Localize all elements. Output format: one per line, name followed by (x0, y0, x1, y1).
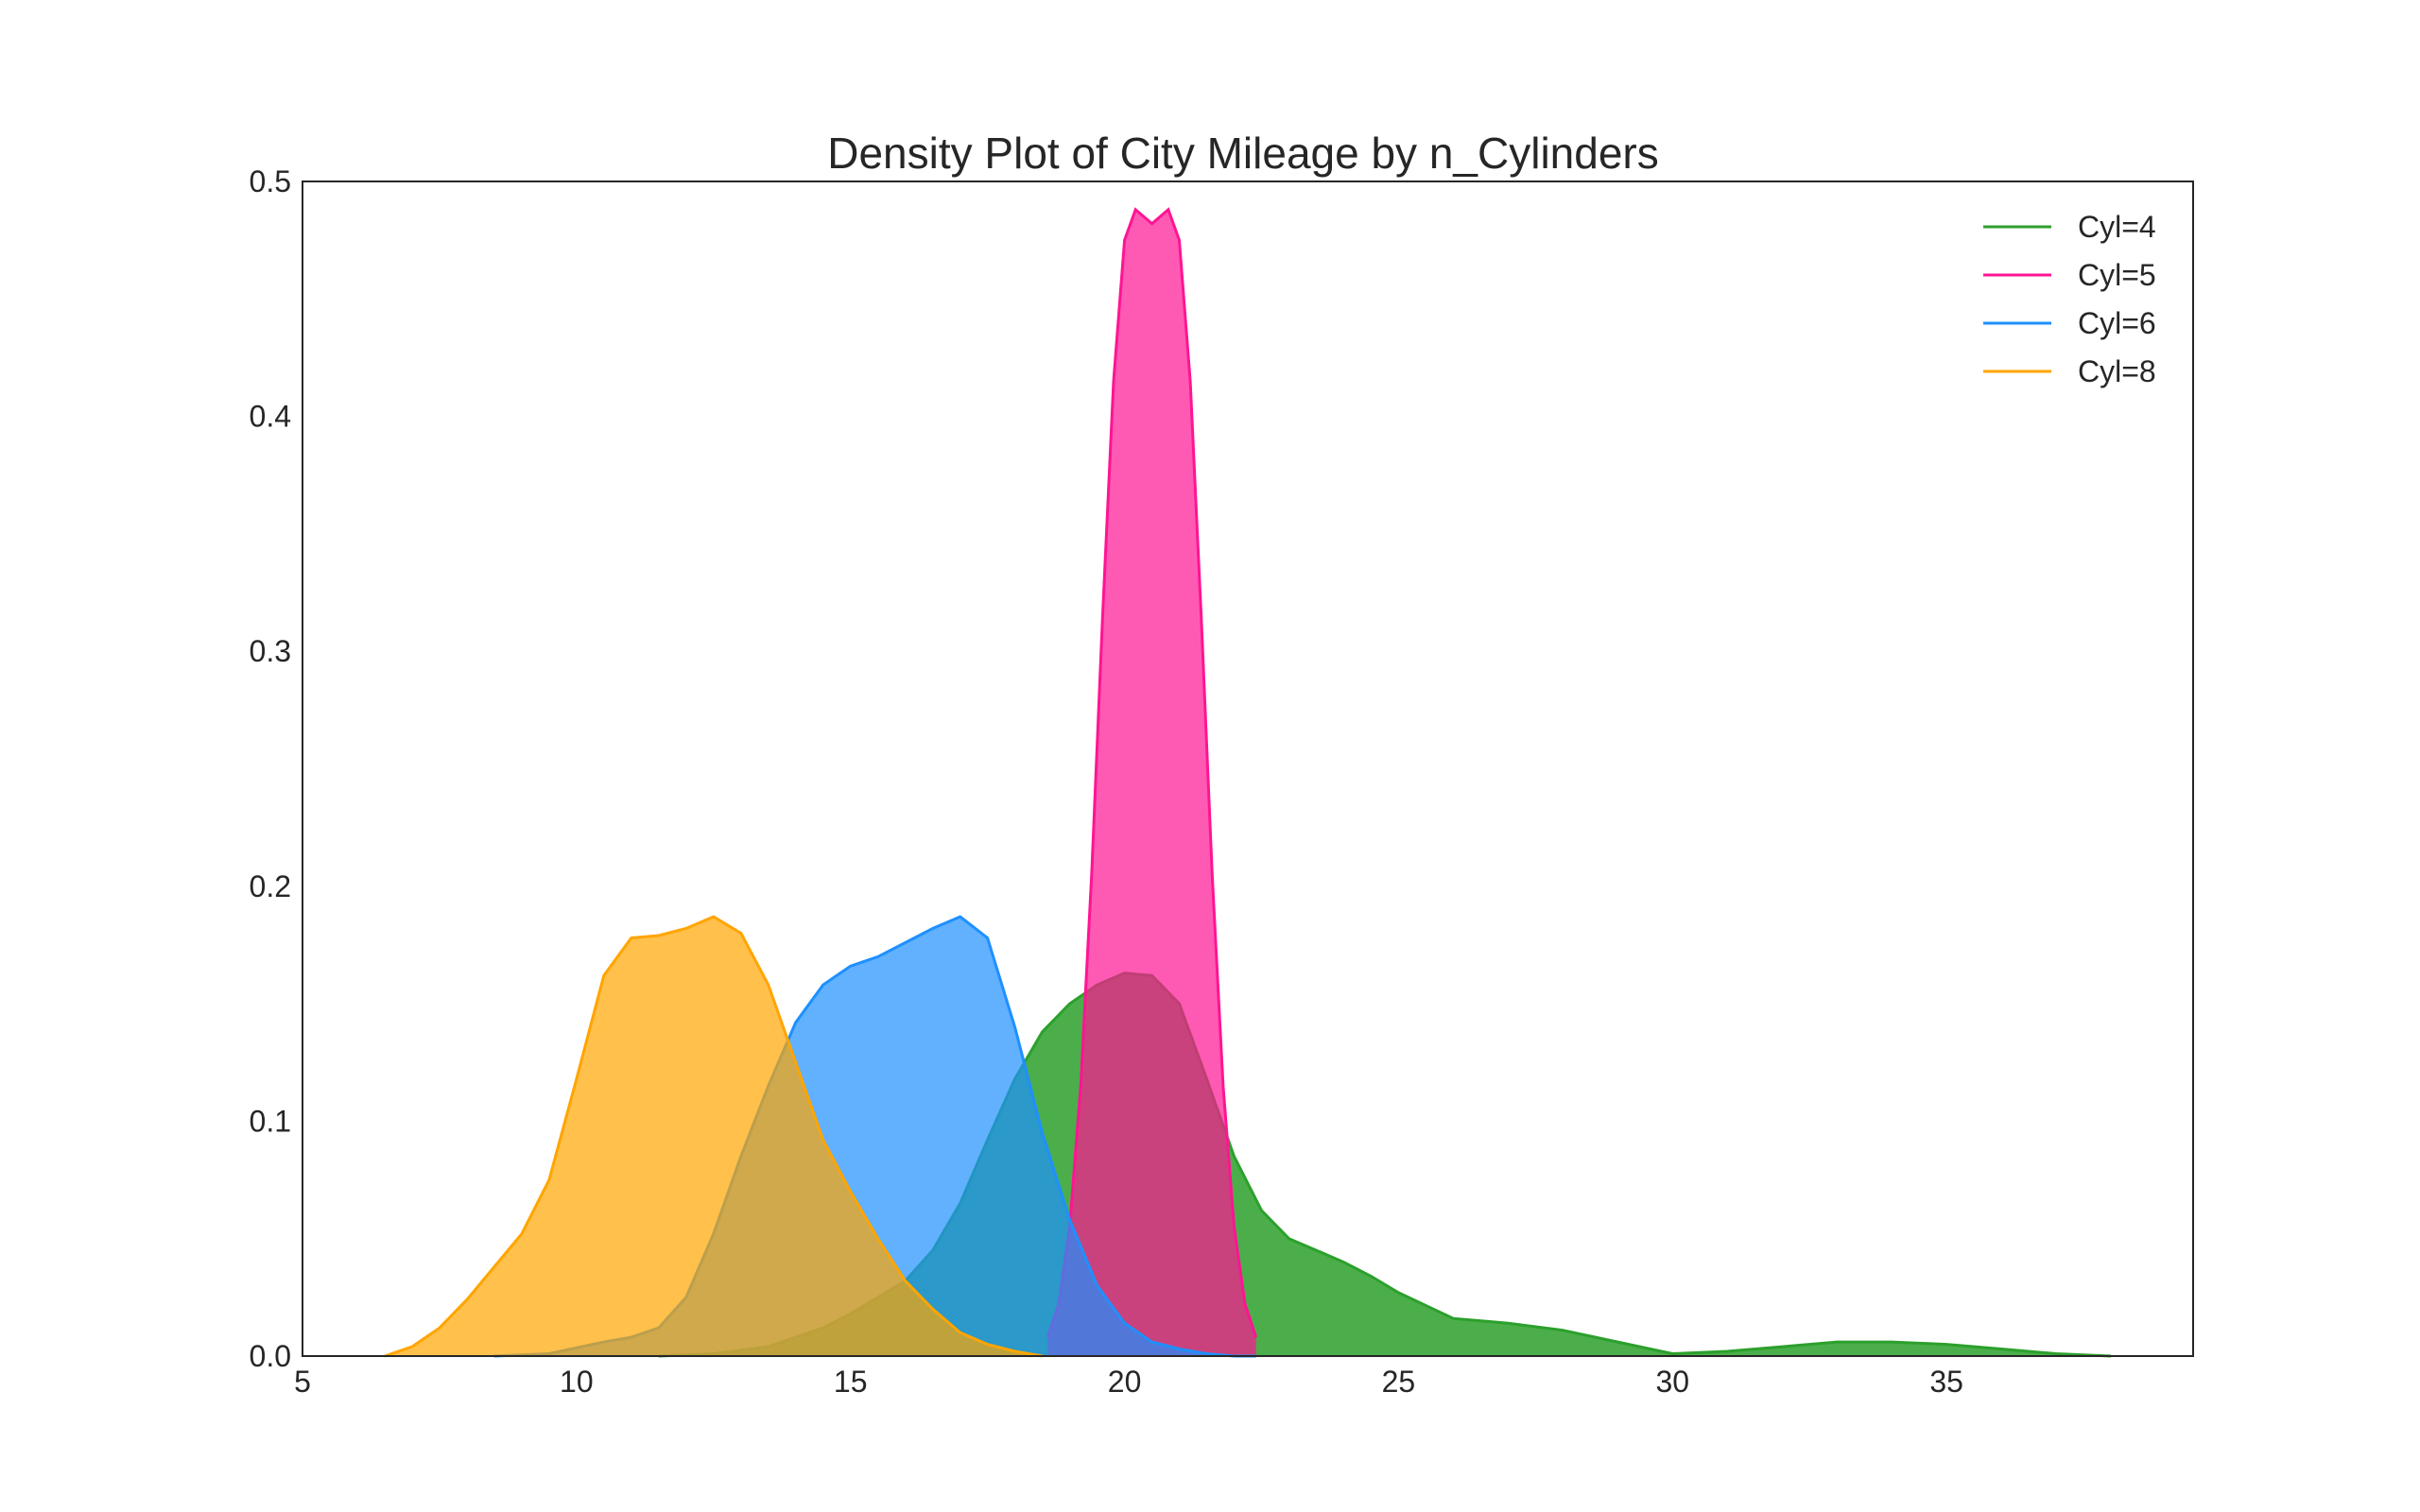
x-tick-label: 25 (1382, 1365, 1416, 1399)
chart-title: Density Plot of City Mileage by n_Cylind… (827, 129, 1658, 178)
x-tick-label: 10 (560, 1365, 594, 1399)
y-axis-ticks: 0.0 0.1 0.2 0.3 0.4 0.5 (250, 164, 291, 1373)
legend-label: Cyl=5 (2078, 258, 2156, 292)
legend: Cyl=4 Cyl=5 Cyl=6 Cyl=8 (1983, 210, 2156, 388)
plot-frame (302, 180, 2194, 1357)
x-tick-label: 15 (834, 1365, 868, 1399)
x-axis-ticks: 5 10 15 20 25 30 35 (294, 1365, 1963, 1399)
density-areas (384, 207, 2112, 1358)
line-cyl-5 (1046, 207, 1258, 1338)
area-cyl-5 (1047, 209, 1256, 1356)
area-cyl-6 (493, 917, 1256, 1356)
area-cyl-8 (385, 917, 1043, 1356)
legend-label: Cyl=6 (2078, 306, 2156, 340)
y-tick-label: 0.3 (250, 634, 291, 668)
x-tick-label: 35 (1929, 1365, 1963, 1399)
y-tick-label: 0.0 (250, 1339, 291, 1373)
y-tick-label: 0.1 (250, 1104, 291, 1138)
y-tick-label: 0.4 (250, 400, 291, 434)
x-tick-label: 30 (1655, 1365, 1689, 1399)
y-tick-label: 0.2 (250, 869, 291, 903)
x-tick-label: 5 (294, 1365, 311, 1399)
legend-label: Cyl=4 (2078, 210, 2156, 244)
line-cyl-8 (384, 915, 1043, 1358)
x-tick-label: 20 (1108, 1365, 1142, 1399)
y-tick-label: 0.5 (250, 164, 291, 198)
legend-label: Cyl=8 (2078, 354, 2156, 388)
